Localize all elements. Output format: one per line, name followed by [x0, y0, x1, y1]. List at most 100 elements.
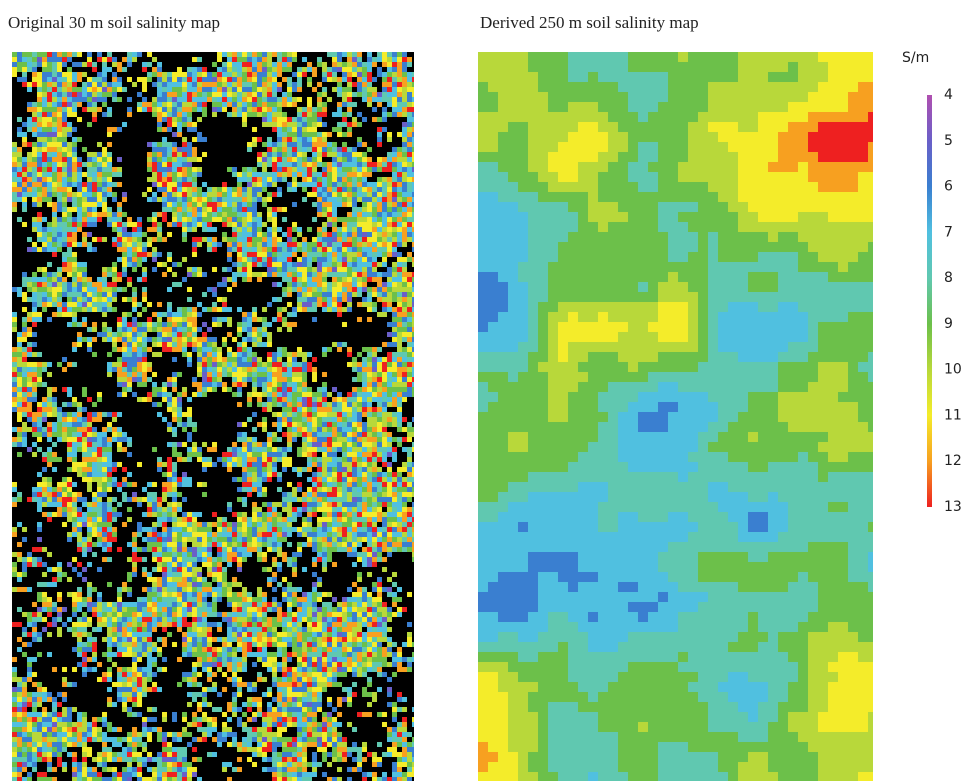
raster-cell: [382, 472, 387, 477]
raster-cell: [42, 52, 47, 57]
raster-cell: [277, 502, 282, 507]
raster-cell: [67, 132, 72, 137]
raster-cell: [37, 372, 42, 377]
raster-cell: [112, 267, 117, 272]
raster-cell: [327, 407, 332, 412]
raster-cell: [392, 337, 397, 342]
raster-cell: [232, 172, 237, 177]
raster-cell: [342, 267, 347, 272]
raster-cell: [62, 252, 67, 257]
raster-cell: [97, 82, 102, 87]
raster-cell: [267, 502, 272, 507]
raster-cell: [92, 82, 97, 87]
raster-cell: [12, 147, 17, 152]
raster-cell: [397, 332, 402, 337]
raster-cell: [72, 432, 77, 437]
raster-cell: [357, 287, 362, 292]
raster-cell: [402, 417, 407, 422]
raster-cell: [17, 52, 22, 57]
raster-cell: [172, 512, 177, 517]
raster-cell: [67, 227, 72, 232]
raster-cell: [202, 227, 207, 232]
raster-cell: [107, 307, 112, 312]
raster-cell: [292, 507, 297, 512]
raster-cell: [142, 322, 147, 327]
raster-cell: [72, 127, 77, 132]
raster-cell: [242, 92, 247, 97]
raster-cell: [242, 172, 247, 177]
raster-cell: [352, 257, 357, 262]
raster-cell: [92, 62, 97, 67]
raster-cell: [77, 492, 82, 497]
raster-cell: [77, 62, 82, 67]
raster-cell: [122, 387, 127, 392]
raster-cell: [352, 407, 357, 412]
raster-cell: [247, 87, 252, 92]
raster-cell: [157, 77, 162, 82]
raster-cell: [187, 422, 192, 427]
raster-cell: [42, 107, 47, 112]
raster-cell: [32, 397, 37, 402]
raster-cell: [177, 107, 182, 112]
raster-cell: [312, 182, 317, 187]
raster-cell: [172, 97, 177, 102]
raster-cell: [47, 482, 52, 487]
raster-cell: [377, 507, 382, 512]
raster-cell: [287, 252, 292, 257]
raster-cell: [37, 122, 42, 127]
raster-cell: [382, 247, 387, 252]
raster-cell: [232, 382, 237, 387]
raster-cell: [187, 417, 192, 422]
raster-cell: [192, 157, 197, 162]
raster-cell: [367, 67, 372, 72]
raster-cell: [347, 67, 352, 72]
raster-cell: [62, 357, 67, 362]
raster-cell: [312, 117, 317, 122]
raster-cell: [102, 462, 107, 467]
raster-cell: [392, 107, 397, 112]
raster-cell: [252, 317, 257, 322]
raster-cell: [167, 402, 172, 407]
raster-cell: [82, 172, 87, 177]
raster-cell: [152, 212, 157, 217]
raster-cell: [167, 157, 172, 162]
raster-cell: [227, 257, 232, 262]
raster-cell: [257, 467, 262, 472]
raster-cell: [82, 217, 87, 222]
raster-cell: [112, 227, 117, 232]
raster-cell: [167, 467, 172, 472]
raster-cell: [32, 177, 37, 182]
raster-cell: [72, 462, 77, 467]
raster-cell: [72, 97, 77, 102]
raster-cell: [267, 267, 272, 272]
raster-cell: [342, 177, 347, 182]
raster-cell: [42, 77, 47, 82]
raster-cell: [202, 292, 207, 297]
raster-cell: [67, 422, 72, 427]
raster-cell: [382, 417, 387, 422]
raster-cell: [382, 452, 387, 457]
raster-cell: [92, 517, 97, 522]
raster-cell: [322, 307, 327, 312]
raster-cell: [32, 342, 37, 347]
raster-cell: [322, 487, 327, 492]
raster-cell: [192, 172, 197, 177]
raster-cell: [162, 102, 167, 107]
raster-cell: [382, 362, 387, 367]
raster-cell: [347, 192, 352, 197]
raster-cell: [227, 267, 232, 272]
raster-cell: [377, 182, 382, 187]
raster-cell: [282, 417, 287, 422]
raster-cell: [67, 402, 72, 407]
raster-cell: [187, 122, 192, 127]
raster-cell: [127, 112, 132, 117]
raster-cell: [287, 447, 292, 452]
raster-cell: [222, 387, 227, 392]
raster-cell: [407, 157, 412, 162]
raster-cell: [402, 392, 407, 397]
raster-cell: [387, 87, 392, 92]
raster-cell: [302, 422, 307, 427]
raster-cell: [142, 332, 147, 337]
raster-cell: [262, 252, 267, 257]
raster-cell: [267, 252, 272, 257]
